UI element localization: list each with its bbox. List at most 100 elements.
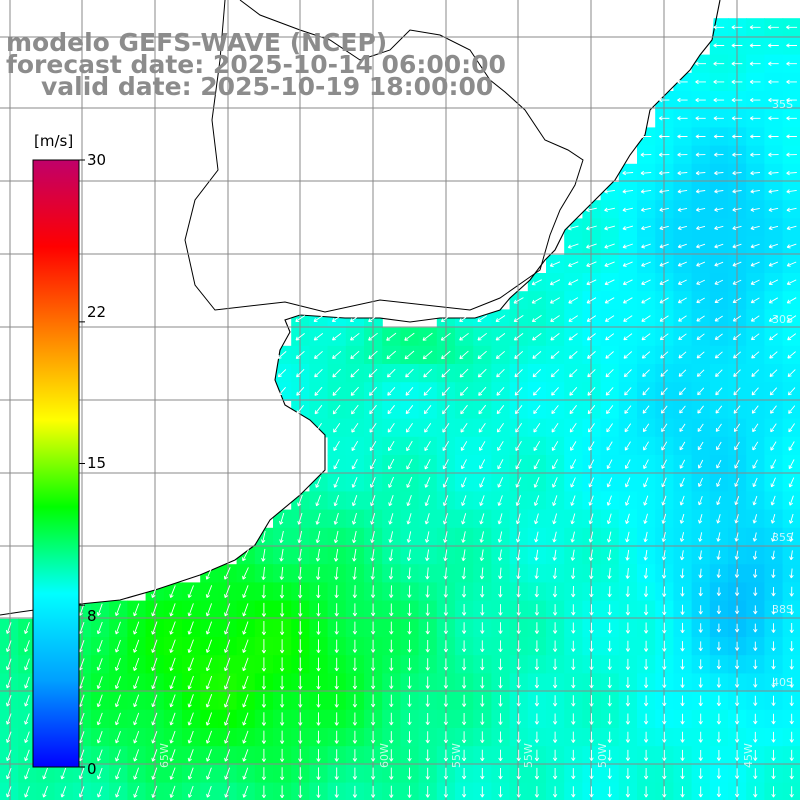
wind-arrow [422,332,433,341]
wind-arrow [479,513,485,525]
wind-arrow [370,785,376,798]
wind-arrow [332,368,341,378]
wind-arrow [242,694,249,708]
wind-arrow [406,495,412,507]
wind-arrow [568,261,579,267]
wind-arrow [114,676,122,690]
wind-arrow [333,548,339,562]
valid-date: valid date: 2025-10-19 18:00:00 [41,72,494,101]
wind-arrow [753,605,758,615]
wind-arrow [316,749,321,762]
wind-arrow [313,315,324,322]
wind-arrow [480,731,485,744]
wind-arrow [716,713,722,725]
wind-arrow [424,458,431,470]
wind-arrow [387,422,395,433]
wind-arrow [586,243,597,249]
wind-arrow [752,495,758,506]
wind-arrow [533,458,540,470]
wind-arrow [115,731,121,744]
wind-arrow [133,603,140,617]
wind-arrow [369,440,377,451]
wind-arrow [768,207,779,212]
wind-arrow [789,786,794,798]
wind-arrow [516,749,521,762]
wind-arrow [277,351,287,359]
wind-arrow [641,279,651,286]
wind-arrow [625,731,631,743]
wind-arrow [96,603,103,616]
wind-arrow [151,639,158,653]
wind-arrow [24,640,30,653]
wind-arrow [442,404,450,415]
wind-arrow [498,622,503,634]
wind-arrow [478,386,487,396]
wind-arrow [349,315,360,322]
wind-arrow [295,350,305,359]
wind-arrow [660,369,669,377]
wind-arrow [732,152,742,157]
wind-arrow [696,261,706,267]
wind-arrow [497,477,504,488]
wind-arrow [316,639,321,654]
wind-arrow [279,584,285,599]
wind-arrow [297,566,303,580]
wind-arrow [6,713,12,725]
wind-arrow [333,512,339,525]
wind-arrow [169,712,176,726]
wind-arrow [716,677,722,688]
wind-arrow [625,786,631,798]
wind-arrow [242,785,249,798]
wind-arrow [261,566,266,580]
wind-arrow [351,512,357,525]
wind-arrow [641,261,651,267]
wind-arrow [789,623,794,634]
colorbar-tick-label: 8 [87,607,97,625]
wind-arrow [788,441,795,451]
lon-label: 50W [596,743,609,768]
wind-arrow [407,767,412,780]
wind-arrow [114,712,121,726]
wind-arrow [786,170,797,176]
wind-arrow [279,530,284,544]
wind-arrow [787,387,796,396]
wind-arrow [334,712,339,726]
wind-arrow [205,694,213,708]
wind-arrow [732,333,742,341]
wind-arrow [588,459,595,469]
wind-arrow [534,640,540,653]
wind-arrow [643,459,649,469]
wind-arrow [570,567,576,580]
wind-arrow [423,368,433,378]
wind-arrow [716,514,721,524]
wind-arrow [96,731,103,744]
wind-arrow [533,495,540,506]
wind-arrow [389,658,394,671]
wind-arrow [96,749,103,762]
wind-arrow [480,768,485,780]
wind-arrow [753,641,758,651]
wind-arrow [133,657,140,671]
wind-arrow [698,623,703,633]
wind-arrow [531,279,542,286]
wind-arrow [769,369,778,377]
wind-arrow [261,675,267,690]
wind-arrow [370,712,376,726]
wind-arrow [407,567,412,580]
wind-arrow [660,387,668,396]
wind-arrow [389,621,394,635]
wind-arrow [5,695,12,707]
wind-arrow [713,116,724,121]
wind-arrow [587,351,596,359]
wind-arrow [589,749,594,761]
wind-arrow [625,768,631,780]
wind-arrow [333,530,339,544]
wind-arrow [405,387,414,396]
wind-arrow [571,585,576,598]
wind-arrow [461,640,467,653]
wind-arrow [388,476,395,488]
wind-arrow [460,422,468,433]
wind-arrow [589,604,594,616]
wind-arrow [459,332,469,341]
wind-arrow [480,640,485,653]
